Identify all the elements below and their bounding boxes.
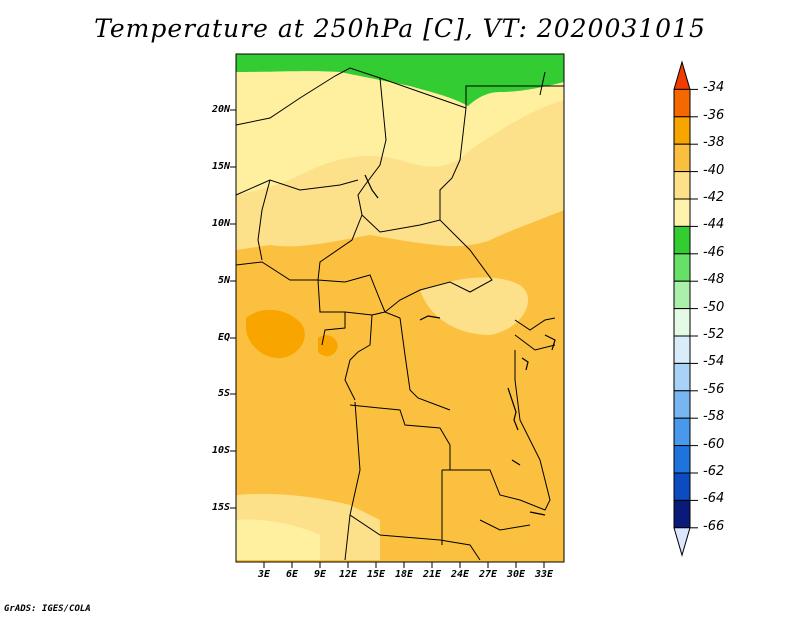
lon-label: 18E [394, 569, 414, 580]
lon-label: 27E [478, 569, 498, 580]
isotherm-fill-40-center [420, 277, 529, 335]
colorbar-label: -46 [703, 244, 725, 260]
lat-label: EQ [217, 332, 230, 343]
isotherm-fill-42-south [236, 519, 320, 560]
colorbar-label: -58 [703, 409, 725, 425]
lat-label: 5N [217, 275, 230, 286]
colorbar [673, 60, 698, 557]
colorbar-swatch [673, 143, 691, 173]
colorbar-swatch [673, 171, 691, 200]
lat-label: 10S [211, 445, 230, 456]
colorbar-label: -40 [703, 162, 725, 178]
isotherm-fill-36-west [246, 309, 305, 359]
colorbar-swatch [673, 445, 691, 474]
colorbar-swatch [673, 335, 691, 364]
colorbar-label: -62 [703, 464, 725, 479]
colorbar-label: -48 [703, 272, 725, 288]
lon-label: 15E [366, 569, 386, 580]
lon-label: 6E [285, 569, 299, 580]
map-frame [235, 53, 565, 563]
lon-label: 30E [506, 569, 526, 580]
colorbar-label: -38 [703, 135, 725, 151]
footer-credit: GrADS: IGES/COLA [4, 604, 91, 614]
colorbar-label: -54 [703, 354, 725, 370]
colorbar-label: -52 [703, 327, 725, 342]
colorbar-bottom-arrow [673, 527, 691, 557]
colorbar-label: -60 [703, 436, 725, 452]
colorbar-swatch [673, 280, 691, 310]
axis-ticks [230, 109, 545, 568]
lon-label: 3E [257, 569, 271, 580]
colorbar-swatch [673, 362, 691, 392]
lon-label: 12E [338, 569, 358, 580]
colorbar-label: -66 [703, 518, 725, 534]
colorbar-label: -64 [703, 491, 725, 507]
lat-label: 20N [211, 104, 230, 115]
colorbar-label: -34 [703, 80, 725, 96]
lat-label: 15S [211, 502, 230, 513]
map-panel [235, 53, 565, 563]
isotherm-fill-40-tongue [450, 150, 529, 226]
lat-label: 10N [211, 218, 230, 229]
colorbar-label: -50 [703, 299, 725, 315]
lat-label: 15N [211, 161, 230, 172]
colorbar-label: -36 [703, 107, 725, 123]
colorbar-swatch [673, 116, 691, 145]
colorbar-swatch [673, 472, 691, 501]
colorbar-swatch [673, 198, 691, 227]
lon-label: 24E [450, 569, 470, 580]
lon-label: 9E [313, 569, 327, 580]
colorbar-label: -56 [703, 381, 725, 397]
lon-label: 21E [422, 569, 442, 580]
colorbar-top-arrow [673, 60, 691, 90]
lon-label: 33E [534, 569, 554, 580]
colorbar-swatch [673, 499, 691, 529]
colorbar-swatch [673, 253, 691, 282]
colorbar-swatch [673, 390, 691, 419]
colorbar-swatch [673, 417, 691, 447]
country-borders [235, 67, 564, 561]
colorbar-swatch [673, 88, 691, 118]
colorbar-label: -42 [703, 190, 725, 205]
lake-outlines [364, 174, 556, 516]
isotherm-fill-44 [236, 54, 564, 106]
colorbar-label: -44 [703, 217, 725, 233]
map-title: Temperature at 250hPa [C], VT: 202003101… [94, 14, 706, 43]
colorbar-swatch [673, 308, 691, 337]
colorbar-swatch [673, 225, 691, 255]
lat-label: 5S [217, 388, 230, 399]
